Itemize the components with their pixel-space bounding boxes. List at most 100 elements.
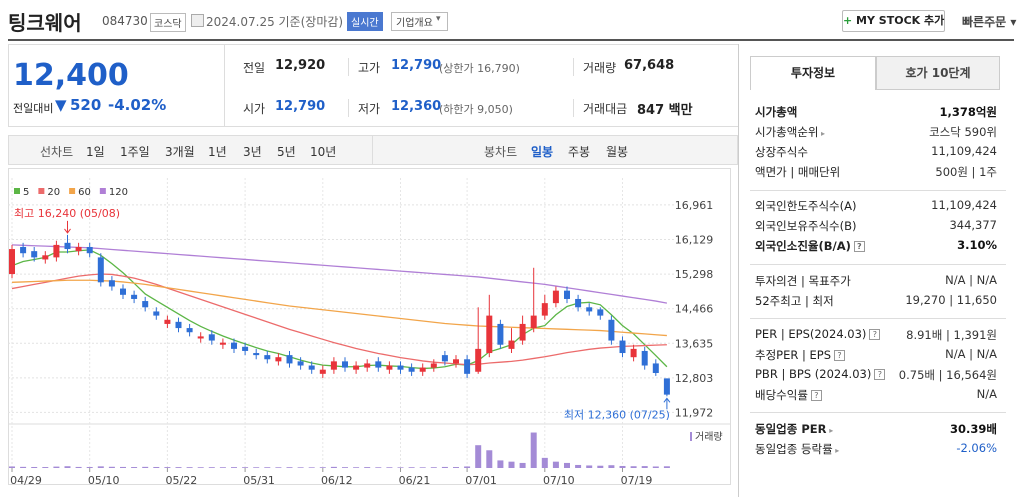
volume-bar xyxy=(153,466,160,468)
volume-bar xyxy=(630,466,637,468)
candle-body xyxy=(586,307,593,312)
sep xyxy=(348,58,349,76)
volume-bar xyxy=(519,462,526,468)
info-value: N/A | N/A xyxy=(945,347,997,361)
period-button[interactable]: 1년 xyxy=(208,145,227,159)
realtime-badge[interactable]: 실시간 xyxy=(347,12,383,31)
info-row: 시가총액 1,378억원 xyxy=(755,104,997,120)
sep xyxy=(348,99,349,117)
stat-value: 12,790 xyxy=(275,99,326,114)
volume-label: 거래량 xyxy=(695,431,723,443)
volume-bar xyxy=(663,466,670,468)
period-button[interactable]: 1일 xyxy=(86,145,105,159)
candle-body xyxy=(641,350,648,366)
candle-body xyxy=(475,348,482,372)
candle-body xyxy=(652,363,659,374)
period-button[interactable]: 5년 xyxy=(277,145,296,159)
x-tick-label: 06/21 xyxy=(399,474,431,487)
help-icon[interactable]: ? xyxy=(853,241,865,252)
help-icon[interactable]: ? xyxy=(874,369,886,380)
period-button[interactable]: 1주일 xyxy=(120,145,150,159)
legend-swatch xyxy=(14,188,20,194)
y-tick-label: 12,803 xyxy=(675,372,714,385)
candle-period-button[interactable]: 월봉 xyxy=(606,145,629,159)
candle-body xyxy=(142,301,149,308)
legend-swatch xyxy=(38,188,45,194)
candle-period-button[interactable]: 주봉 xyxy=(568,145,591,159)
arrow-icon: ▸ xyxy=(832,446,840,455)
candle-body xyxy=(20,246,27,254)
change: 520 xyxy=(70,96,102,114)
candle-body xyxy=(508,340,515,349)
y-tick-label: 16,961 xyxy=(675,199,714,212)
help-icon[interactable]: ? xyxy=(810,390,822,401)
volume-bar xyxy=(464,466,471,468)
candle-body xyxy=(386,365,393,370)
stat-label: 거래대금 xyxy=(583,102,628,116)
overview-button[interactable]: 기업개요 xyxy=(391,12,448,31)
candle-body xyxy=(186,328,193,333)
info-row: 동일업종 등락률 ▸ -2.06% xyxy=(755,441,997,457)
volume-bar xyxy=(219,467,226,468)
annotation-arrowhead xyxy=(64,228,71,234)
volume-bar xyxy=(75,466,82,468)
tab-active[interactable]: 투자정보 xyxy=(750,56,876,90)
quick-order[interactable]: 빠른주문 ▾ xyxy=(962,15,1017,29)
candle-body xyxy=(286,355,293,364)
stat-value: 12,790 xyxy=(391,58,442,73)
volume-bar xyxy=(86,466,93,468)
date: 2024.07.25 기준(장마감) xyxy=(206,15,344,29)
row-separator xyxy=(750,318,1006,319)
candle-body xyxy=(630,348,637,358)
period-button[interactable]: 10년 xyxy=(310,145,337,159)
candle-body xyxy=(9,249,15,275)
row-separator xyxy=(750,190,1006,191)
arrow-icon: ▸ xyxy=(818,129,826,138)
volume-bar xyxy=(131,467,138,468)
candle-body xyxy=(575,298,582,308)
volume-bar xyxy=(53,466,60,468)
info-row: 시가총액순위 ▸ 코스닥 590위 xyxy=(755,124,997,140)
period-button[interactable]: 3개월 xyxy=(165,145,195,159)
candle-body xyxy=(97,257,104,283)
sep xyxy=(372,135,373,165)
candle-body xyxy=(464,359,471,374)
candle-period-button[interactable]: 일봉 xyxy=(531,145,554,159)
info-label-text: 52주최고 | 최저 xyxy=(755,294,834,308)
volume-bar xyxy=(486,450,493,468)
candle-body xyxy=(608,319,615,341)
candle-body xyxy=(297,361,304,366)
info-value: 19,270 | 11,650 xyxy=(905,293,997,307)
info-label-text: 외국인보유주식수(B) xyxy=(755,219,857,233)
y-tick-label: 13,635 xyxy=(675,337,714,350)
candle-body xyxy=(275,357,282,362)
volume-bar xyxy=(186,467,193,468)
info-label: 시가총액순위 ▸ xyxy=(755,124,825,140)
info-value: N/A xyxy=(976,387,997,401)
help-icon[interactable]: ? xyxy=(869,329,881,340)
moving-average-line xyxy=(11,249,668,370)
my-stock-button[interactable]: + MY STOCK 추가 xyxy=(842,10,945,32)
legend-label: 60 xyxy=(78,187,91,198)
volume-bar xyxy=(308,467,315,468)
candle-body xyxy=(108,280,115,287)
info-value: 8.91배 | 1,391원 xyxy=(906,328,997,342)
info-row: 추정PER | EPS? N/A | N/A xyxy=(755,347,997,363)
volume-bar xyxy=(197,467,204,468)
info-label-text: 외국인한도주식수(A) xyxy=(755,199,857,213)
info-row: PBR | BPS (2024.03)? 0.75배 | 16,564원 xyxy=(755,367,997,383)
period-button[interactable]: 3년 xyxy=(243,145,262,159)
volume-bar xyxy=(297,467,304,468)
stat-label: 고가 xyxy=(358,61,381,75)
help-icon[interactable]: ? xyxy=(834,350,846,361)
info-value: 0.75배 | 16,564원 xyxy=(898,368,997,382)
tab[interactable]: 호가 10단계 xyxy=(876,56,1000,90)
quick-order-label: 빠른주문 xyxy=(962,15,1007,29)
legend-label: 20 xyxy=(47,187,60,198)
volume-bar xyxy=(408,467,415,468)
candle-body xyxy=(564,290,570,299)
info-value: 11,109,424 xyxy=(931,198,997,212)
info-value: 344,377 xyxy=(949,218,997,232)
info-label-text: 추정PER | EPS xyxy=(755,348,832,362)
candle-body xyxy=(253,353,260,356)
